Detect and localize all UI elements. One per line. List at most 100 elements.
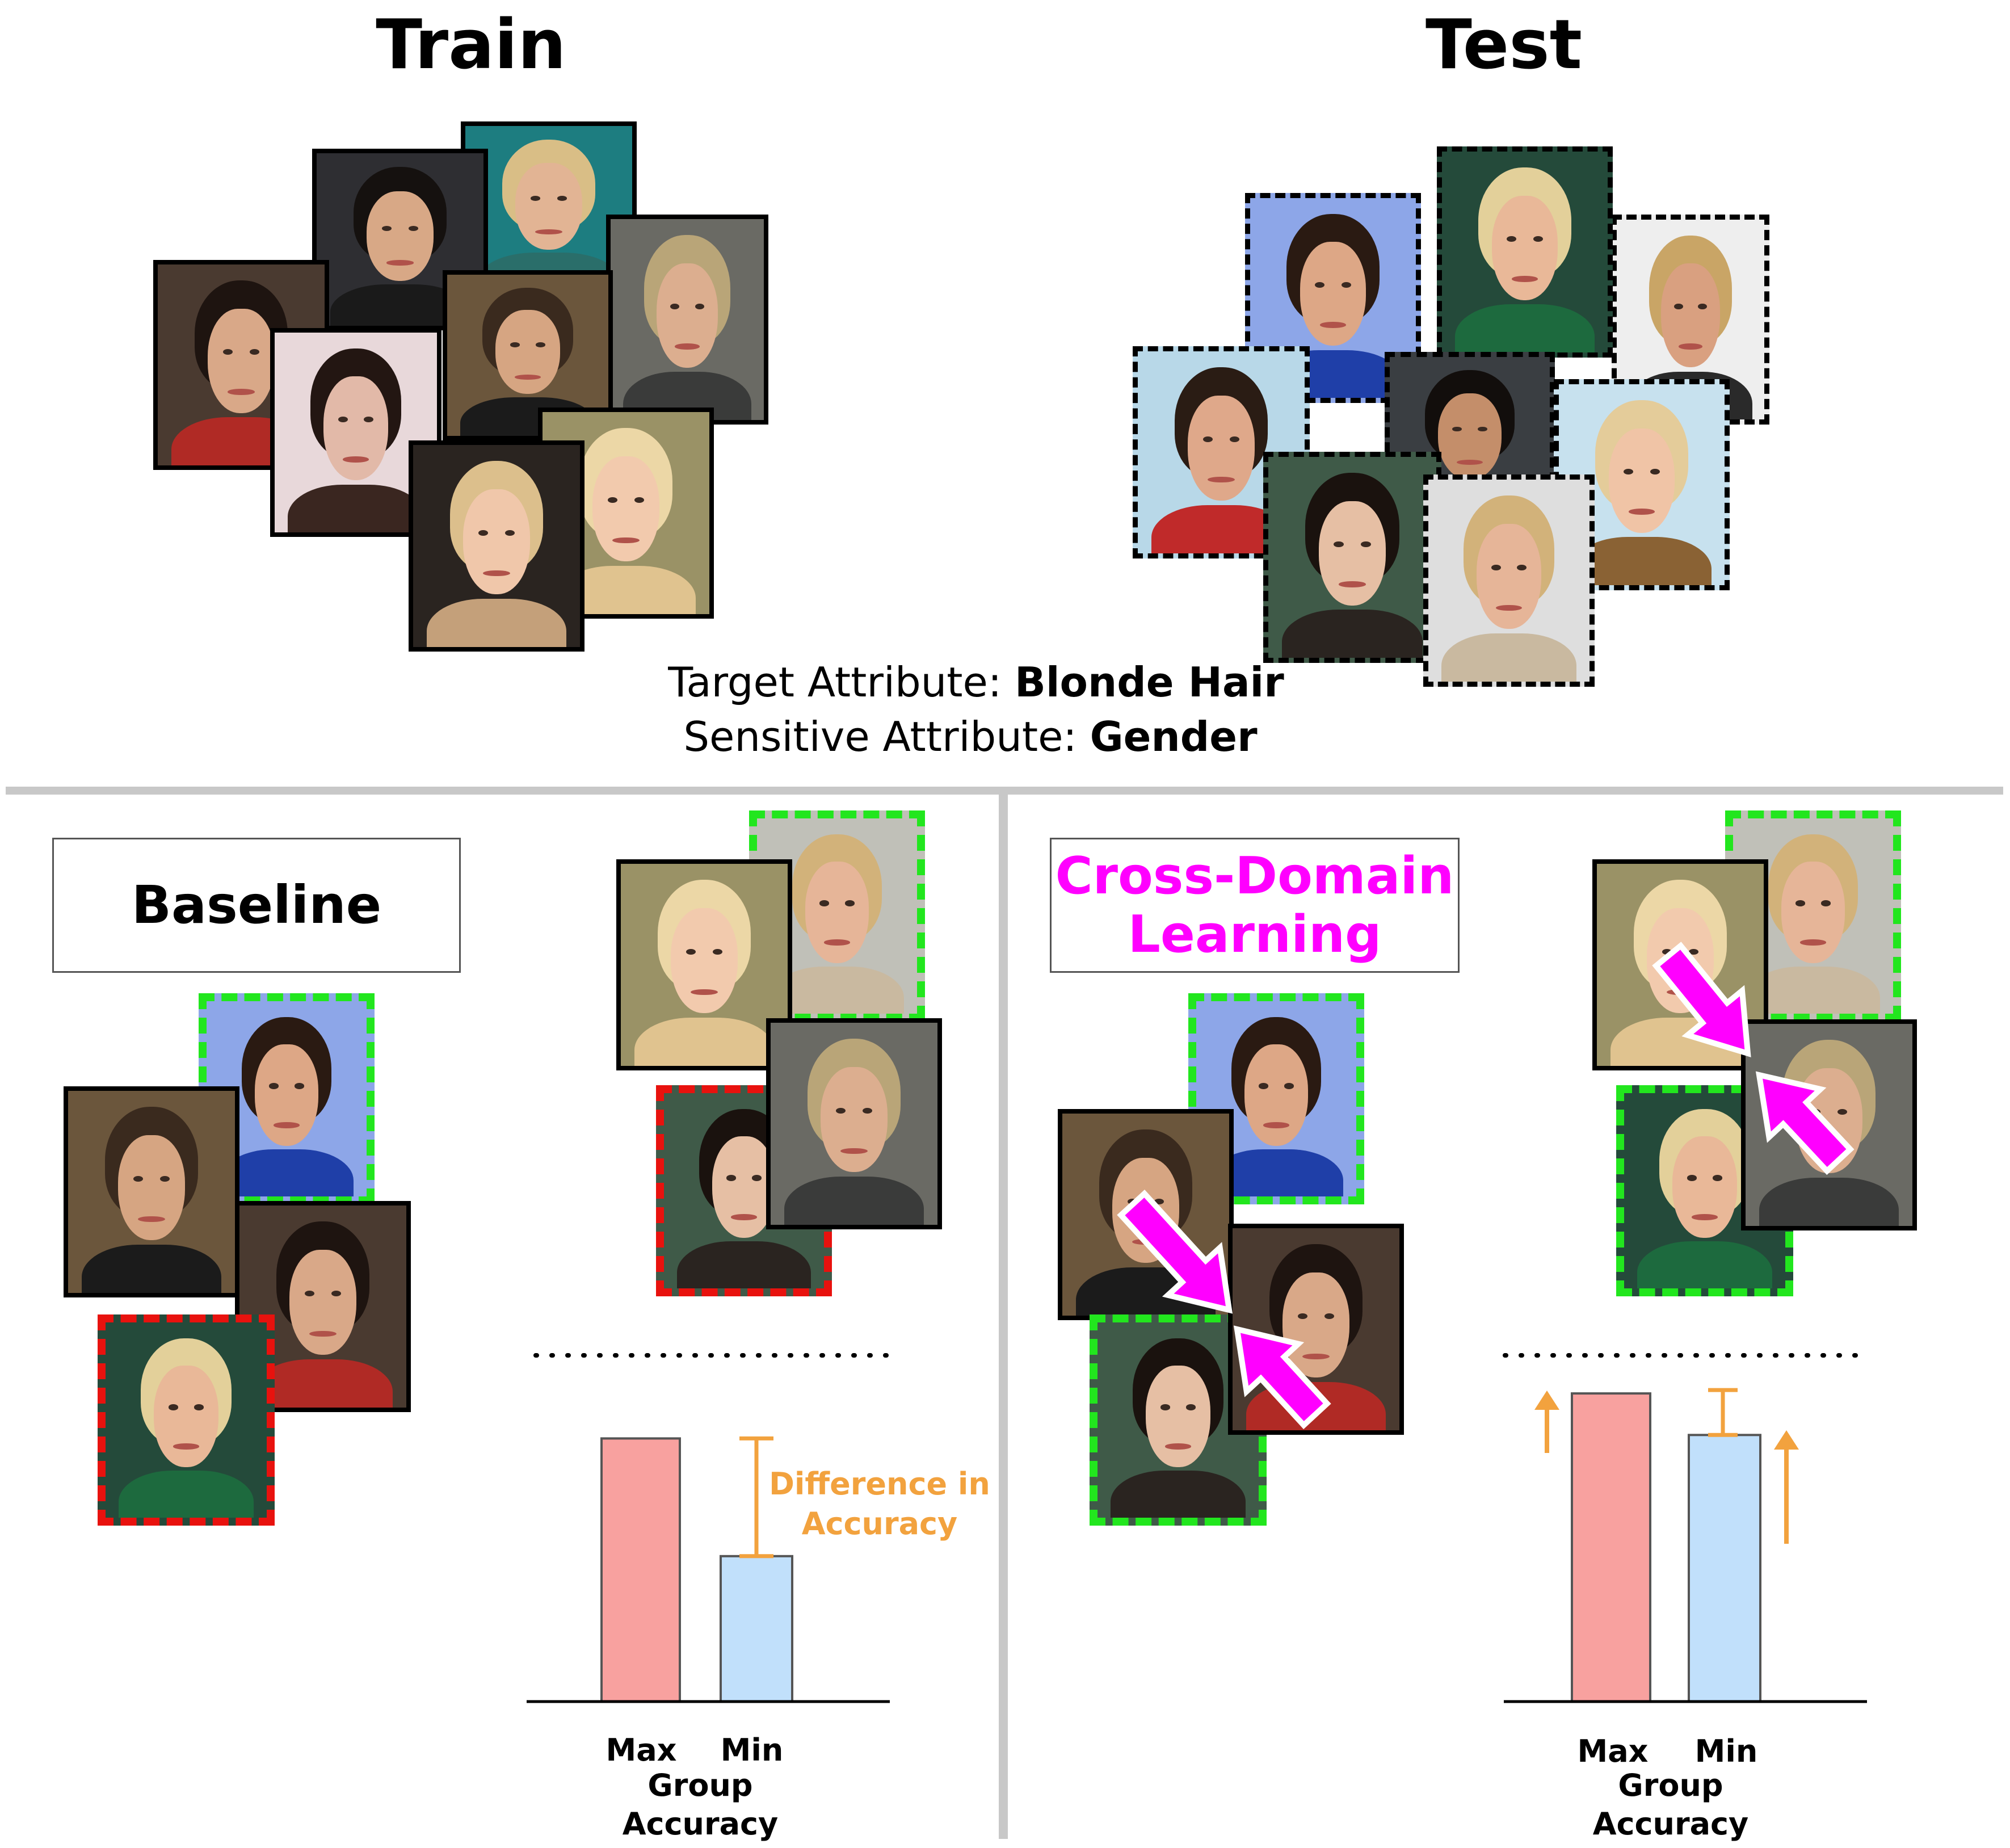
face-skin (1491, 195, 1558, 300)
face-mouth (612, 537, 640, 544)
face-body (1455, 304, 1595, 352)
face-eye (845, 900, 855, 906)
face-body (784, 1176, 924, 1225)
face-skin (1188, 396, 1255, 501)
face-eye (268, 1083, 279, 1089)
face-mouth (228, 389, 255, 396)
baseline-photo-blonde-man (98, 1314, 275, 1526)
face-mouth (1302, 1353, 1330, 1360)
face-mouth (840, 1148, 868, 1154)
face-eye (295, 1083, 304, 1089)
face-body (676, 1241, 811, 1288)
face-eye (536, 342, 546, 347)
face-mouth (138, 1216, 165, 1223)
face-eye (1160, 1404, 1170, 1410)
face-eye (1297, 1313, 1308, 1320)
face-skin (1437, 393, 1502, 480)
face-eye (862, 1107, 873, 1114)
horizontal-divider (6, 787, 2003, 795)
face-skin (657, 263, 718, 368)
baseline-photo-blonde-man-smile (766, 1018, 942, 1229)
cross-group-label: Group (1618, 1767, 1723, 1803)
face-skin (208, 308, 275, 413)
test-photo-dark-hair-woman (1263, 452, 1441, 663)
face-skin (1477, 524, 1541, 629)
face-mouth (173, 1443, 199, 1450)
baseline-max-label: Max (605, 1732, 677, 1768)
face-mouth (274, 1122, 300, 1128)
face-body (634, 1017, 775, 1066)
difference-annotation-line1: Difference in (769, 1466, 990, 1502)
face-mouth (1628, 509, 1655, 515)
face-skin (592, 456, 659, 562)
face-eye (1154, 1198, 1164, 1205)
face-eye (835, 1107, 846, 1114)
test-photo-blonde-man-racer (1437, 146, 1613, 358)
cross-left-converge-arrow-down (1117, 1190, 1233, 1314)
train-photo-curly-woman (270, 328, 441, 537)
face-mouth (515, 375, 541, 380)
face-skin (1672, 1136, 1737, 1238)
face-eye (1623, 468, 1634, 475)
face-eye (1202, 436, 1213, 443)
face-eye (1517, 564, 1527, 571)
face-mouth (483, 570, 510, 577)
face-eye (1334, 541, 1344, 548)
face-mouth (1692, 1214, 1718, 1220)
face-mouth (1679, 343, 1702, 350)
face-eye (159, 1175, 170, 1182)
face-mouth (535, 229, 562, 235)
face-skin (712, 1136, 776, 1238)
face-mouth (1165, 1443, 1191, 1450)
baseline-min-label: Min (720, 1732, 784, 1768)
face-eye (1324, 1313, 1335, 1320)
face-eye (1284, 1083, 1294, 1089)
face-eye (1258, 1083, 1268, 1089)
face-skin (367, 191, 434, 281)
baseline-bar-max (600, 1437, 681, 1703)
cross-right-converge-arrow-up (1755, 1071, 1855, 1175)
cross-left-converge-arrow-up (1233, 1325, 1331, 1430)
face-eye (1533, 236, 1544, 242)
face-eye (1795, 900, 1805, 906)
face-eye (1229, 436, 1240, 443)
face-skin (805, 861, 869, 963)
test-photo-blonde-woman-close (1423, 474, 1595, 687)
test-photo-tied-woman (1133, 346, 1310, 558)
cross-bar-min (1688, 1434, 1761, 1703)
face-mouth (1457, 460, 1483, 465)
face-eye (1687, 1175, 1697, 1181)
face-eye (1650, 468, 1660, 475)
face-body (426, 598, 567, 647)
face-skin (323, 376, 389, 481)
face-eye (331, 1290, 342, 1297)
face-body (287, 484, 424, 532)
face-body (118, 1471, 254, 1518)
face-eye (530, 196, 541, 201)
face-eye (1821, 900, 1831, 906)
face-skin (671, 908, 738, 1014)
sensitive-attribute-value: Gender (1090, 713, 1258, 761)
cross-right-converge-arrow-down (1652, 942, 1751, 1057)
target-attribute-line: Target Attribute: Blonde Hair (579, 658, 1373, 706)
face-eye (695, 303, 704, 310)
face-eye (304, 1290, 315, 1297)
face-skin (821, 1067, 888, 1173)
face-eye (670, 303, 680, 310)
face-eye (510, 342, 520, 347)
face-eye (1698, 303, 1707, 310)
face-eye (408, 225, 419, 231)
face-eye (1688, 948, 1699, 955)
face-body (1746, 967, 1881, 1014)
face-eye (168, 1404, 178, 1410)
face-body (81, 1244, 222, 1293)
sensitive-attribute-line: Sensitive Attribute: Gender (573, 713, 1368, 761)
baseline-title-box: Baseline (52, 838, 461, 973)
face-eye (338, 416, 348, 423)
train-photo-blonde-woman (409, 440, 585, 652)
face-skin (1282, 1272, 1349, 1378)
face-eye (634, 497, 645, 503)
baseline-title: Baseline (131, 875, 382, 936)
face-eye (133, 1175, 144, 1182)
